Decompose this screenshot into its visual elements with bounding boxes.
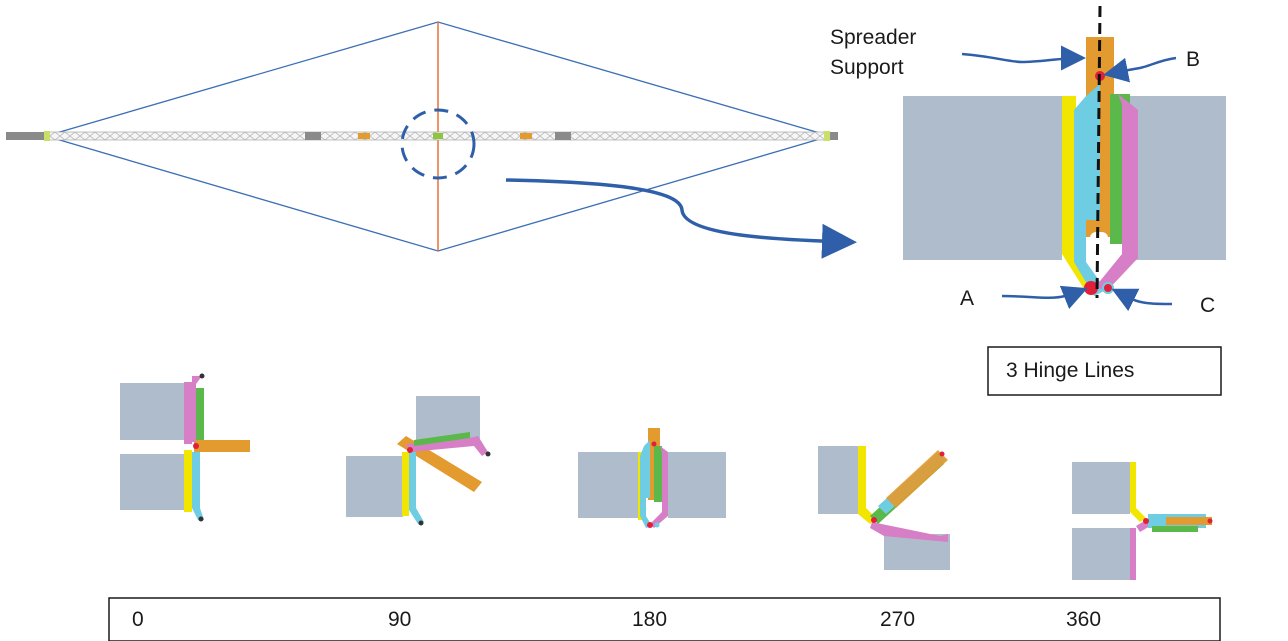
label-b: B [1186,48,1200,71]
beam-hinge-marker [358,133,370,139]
pin-c [1102,282,1114,294]
angle-label-0: 0 [132,608,144,631]
beam-end-left [6,132,46,140]
beam-joint [555,132,571,140]
stage-180-diagram [578,428,726,528]
b-arrow [1103,56,1177,83]
spreader-arrow [961,45,1086,71]
angle-label-90: 90 [388,608,411,631]
angle-label-180: 180 [632,608,667,631]
beam-end-cap [824,131,830,141]
stage-90-diagram [346,396,491,526]
support-label: Support [830,56,904,79]
cyan-link [1074,84,1106,296]
beam-hinge-marker [433,133,443,139]
label-c: C [1200,294,1215,317]
beam-joint [305,132,321,140]
beam-hinge-marker [520,133,532,139]
stage-0-diagram [120,373,250,522]
angle-table: 0 90 180 270 360 [108,597,1221,641]
a-arrow [1001,285,1088,310]
beam-end-right [830,132,838,140]
beam-end-cap [44,131,50,141]
hinge-axis-dashed [1095,5,1102,299]
detail-callout-circle [400,108,476,180]
angle-label-270: 270 [880,608,915,631]
yellow-link [1062,96,1098,292]
angle-label-360: 360 [1066,608,1101,631]
hinge-lines-label: 3 Hinge Lines [1006,359,1134,382]
c-arrow [1111,288,1173,312]
spreader-label: Spreader [830,26,916,49]
panel-block-left [903,96,1062,260]
detail-callout-arrow [505,178,857,259]
hinge-lines-box: 3 Hinge Lines [987,346,1222,396]
overview-truss [6,21,857,259]
magenta-link [1096,94,1138,292]
stage-270-diagram [818,446,950,570]
label-a: A [960,287,974,310]
stage-360-diagram [1072,462,1213,580]
panel-block-right [1130,96,1226,260]
hinge-detail: Spreader Support B A C [830,5,1226,317]
